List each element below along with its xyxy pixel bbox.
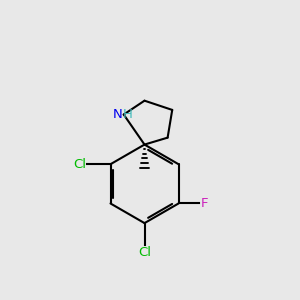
Text: Cl: Cl [73, 158, 86, 171]
Text: Cl: Cl [138, 246, 151, 259]
Text: H: H [123, 108, 132, 121]
Text: F: F [200, 197, 208, 210]
Text: N: N [113, 108, 123, 121]
